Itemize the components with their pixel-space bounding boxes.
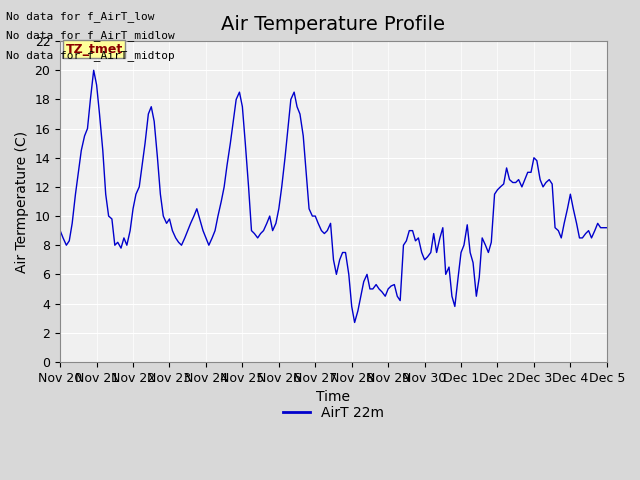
Text: No data for f_AirT_midtop: No data for f_AirT_midtop — [6, 49, 175, 60]
Y-axis label: Air Termperature (C): Air Termperature (C) — [15, 131, 29, 273]
X-axis label: Time: Time — [317, 390, 351, 404]
Text: No data for f_AirT_low: No data for f_AirT_low — [6, 11, 155, 22]
Title: Air Temperature Profile: Air Temperature Profile — [221, 15, 445, 34]
Legend: AirT 22m: AirT 22m — [277, 400, 390, 425]
Text: No data for f_AirT_midlow: No data for f_AirT_midlow — [6, 30, 175, 41]
Text: TZ_tmet: TZ_tmet — [66, 43, 123, 56]
